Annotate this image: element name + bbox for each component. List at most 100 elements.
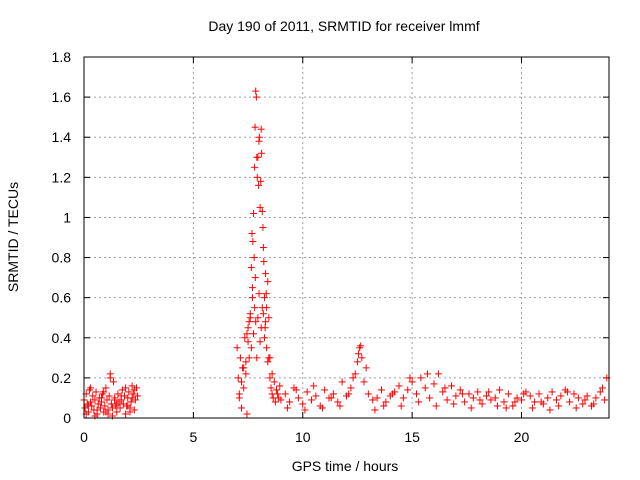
data-point <box>129 390 137 398</box>
data-point <box>544 394 552 402</box>
y-tick-label: 0.4 <box>52 330 72 346</box>
data-point <box>511 398 519 406</box>
data-point <box>251 304 259 312</box>
data-point <box>243 330 251 338</box>
data-point <box>262 290 270 298</box>
data-points <box>80 87 611 420</box>
data-point <box>259 223 267 231</box>
data-point <box>583 392 591 400</box>
data-point <box>251 123 259 131</box>
data-point <box>110 378 118 386</box>
data-point <box>502 404 510 412</box>
data-point <box>474 388 482 396</box>
data-point <box>347 384 355 392</box>
data-point <box>380 402 388 410</box>
data-point <box>242 358 250 366</box>
data-point <box>130 386 138 394</box>
data-point <box>413 390 420 398</box>
data-point <box>526 392 534 400</box>
y-tick-label: 0 <box>63 410 71 426</box>
data-point <box>253 354 261 362</box>
data-point <box>260 258 268 266</box>
data-point <box>310 382 318 390</box>
data-point <box>496 386 504 394</box>
data-point <box>249 238 257 246</box>
y-tick-label: 1.4 <box>52 129 72 145</box>
data-point <box>450 400 458 408</box>
data-point <box>241 334 249 342</box>
data-point <box>125 388 133 396</box>
data-point <box>248 284 256 292</box>
data-point <box>355 350 363 358</box>
data-point <box>301 406 309 414</box>
data-point <box>563 388 571 396</box>
data-point <box>122 384 130 392</box>
data-point <box>102 384 110 392</box>
data-point <box>596 388 604 396</box>
data-point <box>535 390 543 398</box>
data-point <box>255 290 263 298</box>
data-point <box>256 338 264 346</box>
data-point <box>250 209 258 217</box>
data-point <box>286 398 294 406</box>
data-point <box>259 244 267 252</box>
plot-frame <box>83 56 610 419</box>
data-point <box>557 392 565 400</box>
data-point <box>248 294 256 302</box>
data-point <box>299 400 307 408</box>
data-point <box>111 396 119 404</box>
data-point <box>598 384 606 392</box>
data-point <box>406 374 414 382</box>
data-point <box>574 394 582 402</box>
data-point <box>276 382 284 390</box>
data-point <box>252 87 260 95</box>
x-tick-label: 15 <box>404 429 420 445</box>
data-point <box>266 374 274 382</box>
x-tick-label: 5 <box>189 429 197 445</box>
data-point <box>248 229 256 237</box>
data-point <box>500 398 508 406</box>
data-point <box>327 394 335 402</box>
data-point <box>485 388 493 396</box>
data-point <box>373 394 381 402</box>
data-point <box>443 396 451 404</box>
data-point <box>528 404 536 412</box>
data-point <box>257 125 265 133</box>
data-point <box>264 278 272 286</box>
data-point <box>592 394 600 402</box>
data-point <box>579 400 587 408</box>
y-tick-label: 1.8 <box>52 49 72 65</box>
data-point <box>518 396 525 404</box>
data-point <box>423 370 431 378</box>
data-point <box>566 398 574 406</box>
data-point <box>247 264 255 272</box>
data-point <box>590 400 598 408</box>
axis-ticks <box>83 56 609 419</box>
data-point <box>493 402 501 410</box>
data-point <box>113 400 121 408</box>
data-point <box>117 392 125 400</box>
data-point <box>371 406 379 414</box>
y-tick-label: 0.6 <box>52 290 72 306</box>
data-point <box>570 390 578 398</box>
data-point <box>548 388 556 396</box>
data-point <box>513 394 521 402</box>
data-point <box>113 408 121 416</box>
data-point <box>235 390 243 398</box>
data-point <box>432 402 440 410</box>
data-point <box>91 396 99 404</box>
data-point <box>439 388 447 396</box>
data-point <box>105 392 113 400</box>
data-point <box>238 378 245 386</box>
data-point <box>87 384 95 392</box>
data-point <box>101 402 109 410</box>
data-point <box>242 370 250 378</box>
tick-labels: 0 0.2 0.4 0.6 0.8 1 1.2 1.4 1.6 1.8 0 5 10 15 20 <box>52 49 530 445</box>
data-point <box>254 314 262 322</box>
y-tick-label: 1 <box>63 209 71 225</box>
data-point <box>254 153 262 161</box>
data-point <box>250 254 258 262</box>
data-point <box>399 394 407 402</box>
data-point <box>264 358 272 366</box>
data-point <box>430 380 438 388</box>
